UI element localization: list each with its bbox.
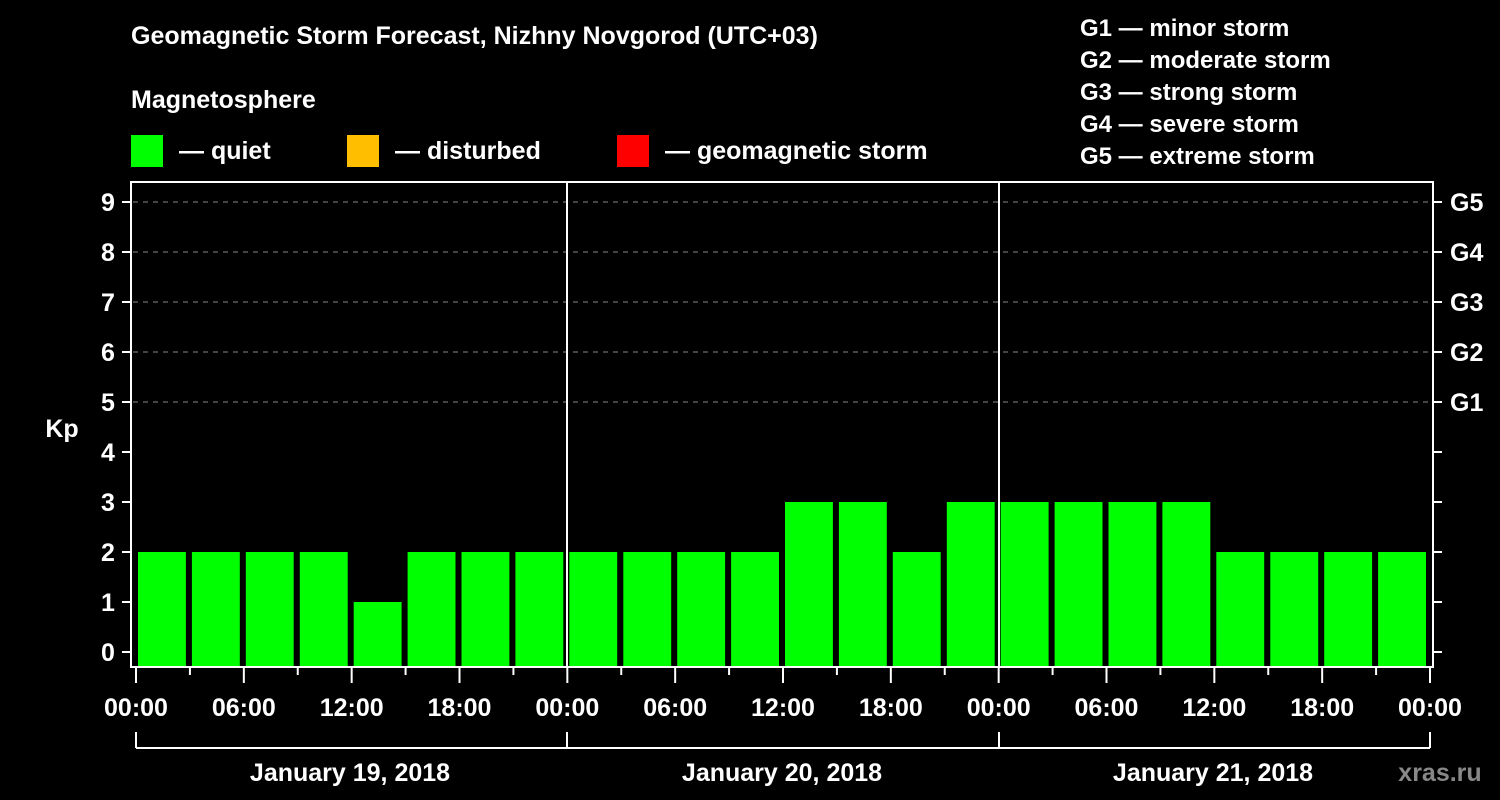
y-tick-label: 8 [101, 239, 115, 267]
axes: 0 1 2 3 4 5 6 7 8 9 G1 G2 G3 G4 G5 00:00 06:00 12:00 18:00… [101, 181, 1483, 787]
g-scale-label: G1 [1450, 389, 1483, 417]
kp-bar [407, 552, 456, 667]
kp-bar [1324, 552, 1373, 667]
kp-bar [1054, 502, 1103, 667]
x-tick-label: 18:00 [1290, 694, 1354, 722]
kp-bar [623, 552, 672, 667]
y-axis-label: Kp [45, 415, 78, 443]
storm-scale-legend: G1 — minor storm G2 — moderate storm G3 … [1080, 13, 1331, 173]
watermark: xras.ru [1398, 759, 1481, 787]
day-label: January 21, 2018 [1113, 759, 1313, 787]
kp-bar [515, 552, 564, 667]
x-tick-label: 12:00 [320, 694, 384, 722]
g-scale-label: G3 [1450, 289, 1483, 317]
storm-scale-g5: G5 — extreme storm [1080, 143, 1315, 170]
y-tick-label: 2 [101, 539, 115, 567]
kp-bar [1108, 502, 1157, 667]
kp-bar [569, 552, 618, 667]
magnetosphere-heading: Magnetosphere [131, 86, 316, 114]
g-scale-label: G4 [1450, 239, 1483, 267]
x-tick-label: 18:00 [428, 694, 492, 722]
x-tick-label: 12:00 [751, 694, 815, 722]
kp-bar [946, 502, 995, 667]
quiet-swatch-icon [131, 135, 163, 167]
y-tick-label: 0 [101, 639, 115, 667]
kp-bar [1270, 552, 1319, 667]
y-tick-label: 7 [101, 289, 115, 317]
legend-storm: — geomagnetic storm [617, 134, 928, 168]
x-tick-label: 06:00 [643, 694, 707, 722]
y-tick-label: 5 [101, 389, 115, 417]
x-tick-label: 06:00 [1075, 694, 1139, 722]
legend-disturbed-label: — disturbed [395, 136, 541, 165]
storm-scale-g4: G4 — severe storm [1080, 111, 1299, 138]
g-scale-label: G5 [1450, 189, 1483, 217]
kp-bar [892, 552, 941, 667]
storm-scale-g3: G3 — strong storm [1080, 79, 1298, 106]
x-tick-label: 06:00 [212, 694, 276, 722]
legend-quiet: — quiet [131, 134, 271, 168]
x-tick-label: 18:00 [859, 694, 923, 722]
x-tick-label: 00:00 [967, 694, 1031, 722]
kp-bar [1378, 552, 1426, 667]
kp-bar [191, 552, 240, 667]
kp-bar [731, 552, 779, 667]
bars [138, 502, 1426, 667]
kp-bar [245, 552, 294, 667]
kp-bar [353, 602, 402, 667]
y-tick-label: 4 [101, 439, 115, 467]
kp-bar [138, 552, 186, 667]
storm-scale-g1: G1 — minor storm [1080, 15, 1290, 42]
y-tick-label: 1 [101, 589, 115, 617]
kp-bar [461, 552, 510, 667]
y-tick-label: 9 [101, 189, 115, 217]
kp-bar [1216, 552, 1265, 667]
day-label: January 19, 2018 [250, 759, 450, 787]
disturbed-swatch-icon [347, 135, 379, 167]
g-scale-label: G2 [1450, 339, 1483, 367]
x-tick-label: 00:00 [535, 694, 599, 722]
chart-title: Geomagnetic Storm Forecast, Nizhny Novgo… [131, 22, 818, 50]
y-tick-label: 6 [101, 339, 115, 367]
legend-storm-label: — geomagnetic storm [665, 136, 928, 165]
kp-bar [1000, 502, 1049, 667]
legend-quiet-label: — quiet [179, 136, 271, 165]
x-tick-label: 00:00 [104, 694, 168, 722]
grid-lines [133, 201, 1431, 403]
kp-bar [677, 552, 726, 667]
storm-swatch-icon [617, 135, 649, 167]
kp-bar [785, 502, 833, 667]
kp-bar [838, 502, 887, 667]
legend-disturbed: — disturbed [347, 134, 541, 168]
x-tick-label: 12:00 [1182, 694, 1246, 722]
kp-bar [1162, 502, 1211, 667]
y-tick-label: 3 [101, 489, 115, 517]
day-label: January 20, 2018 [682, 759, 882, 787]
kp-bar [299, 552, 348, 667]
x-tick-label: 00:00 [1398, 694, 1462, 722]
storm-scale-g2: G2 — moderate storm [1080, 47, 1331, 74]
